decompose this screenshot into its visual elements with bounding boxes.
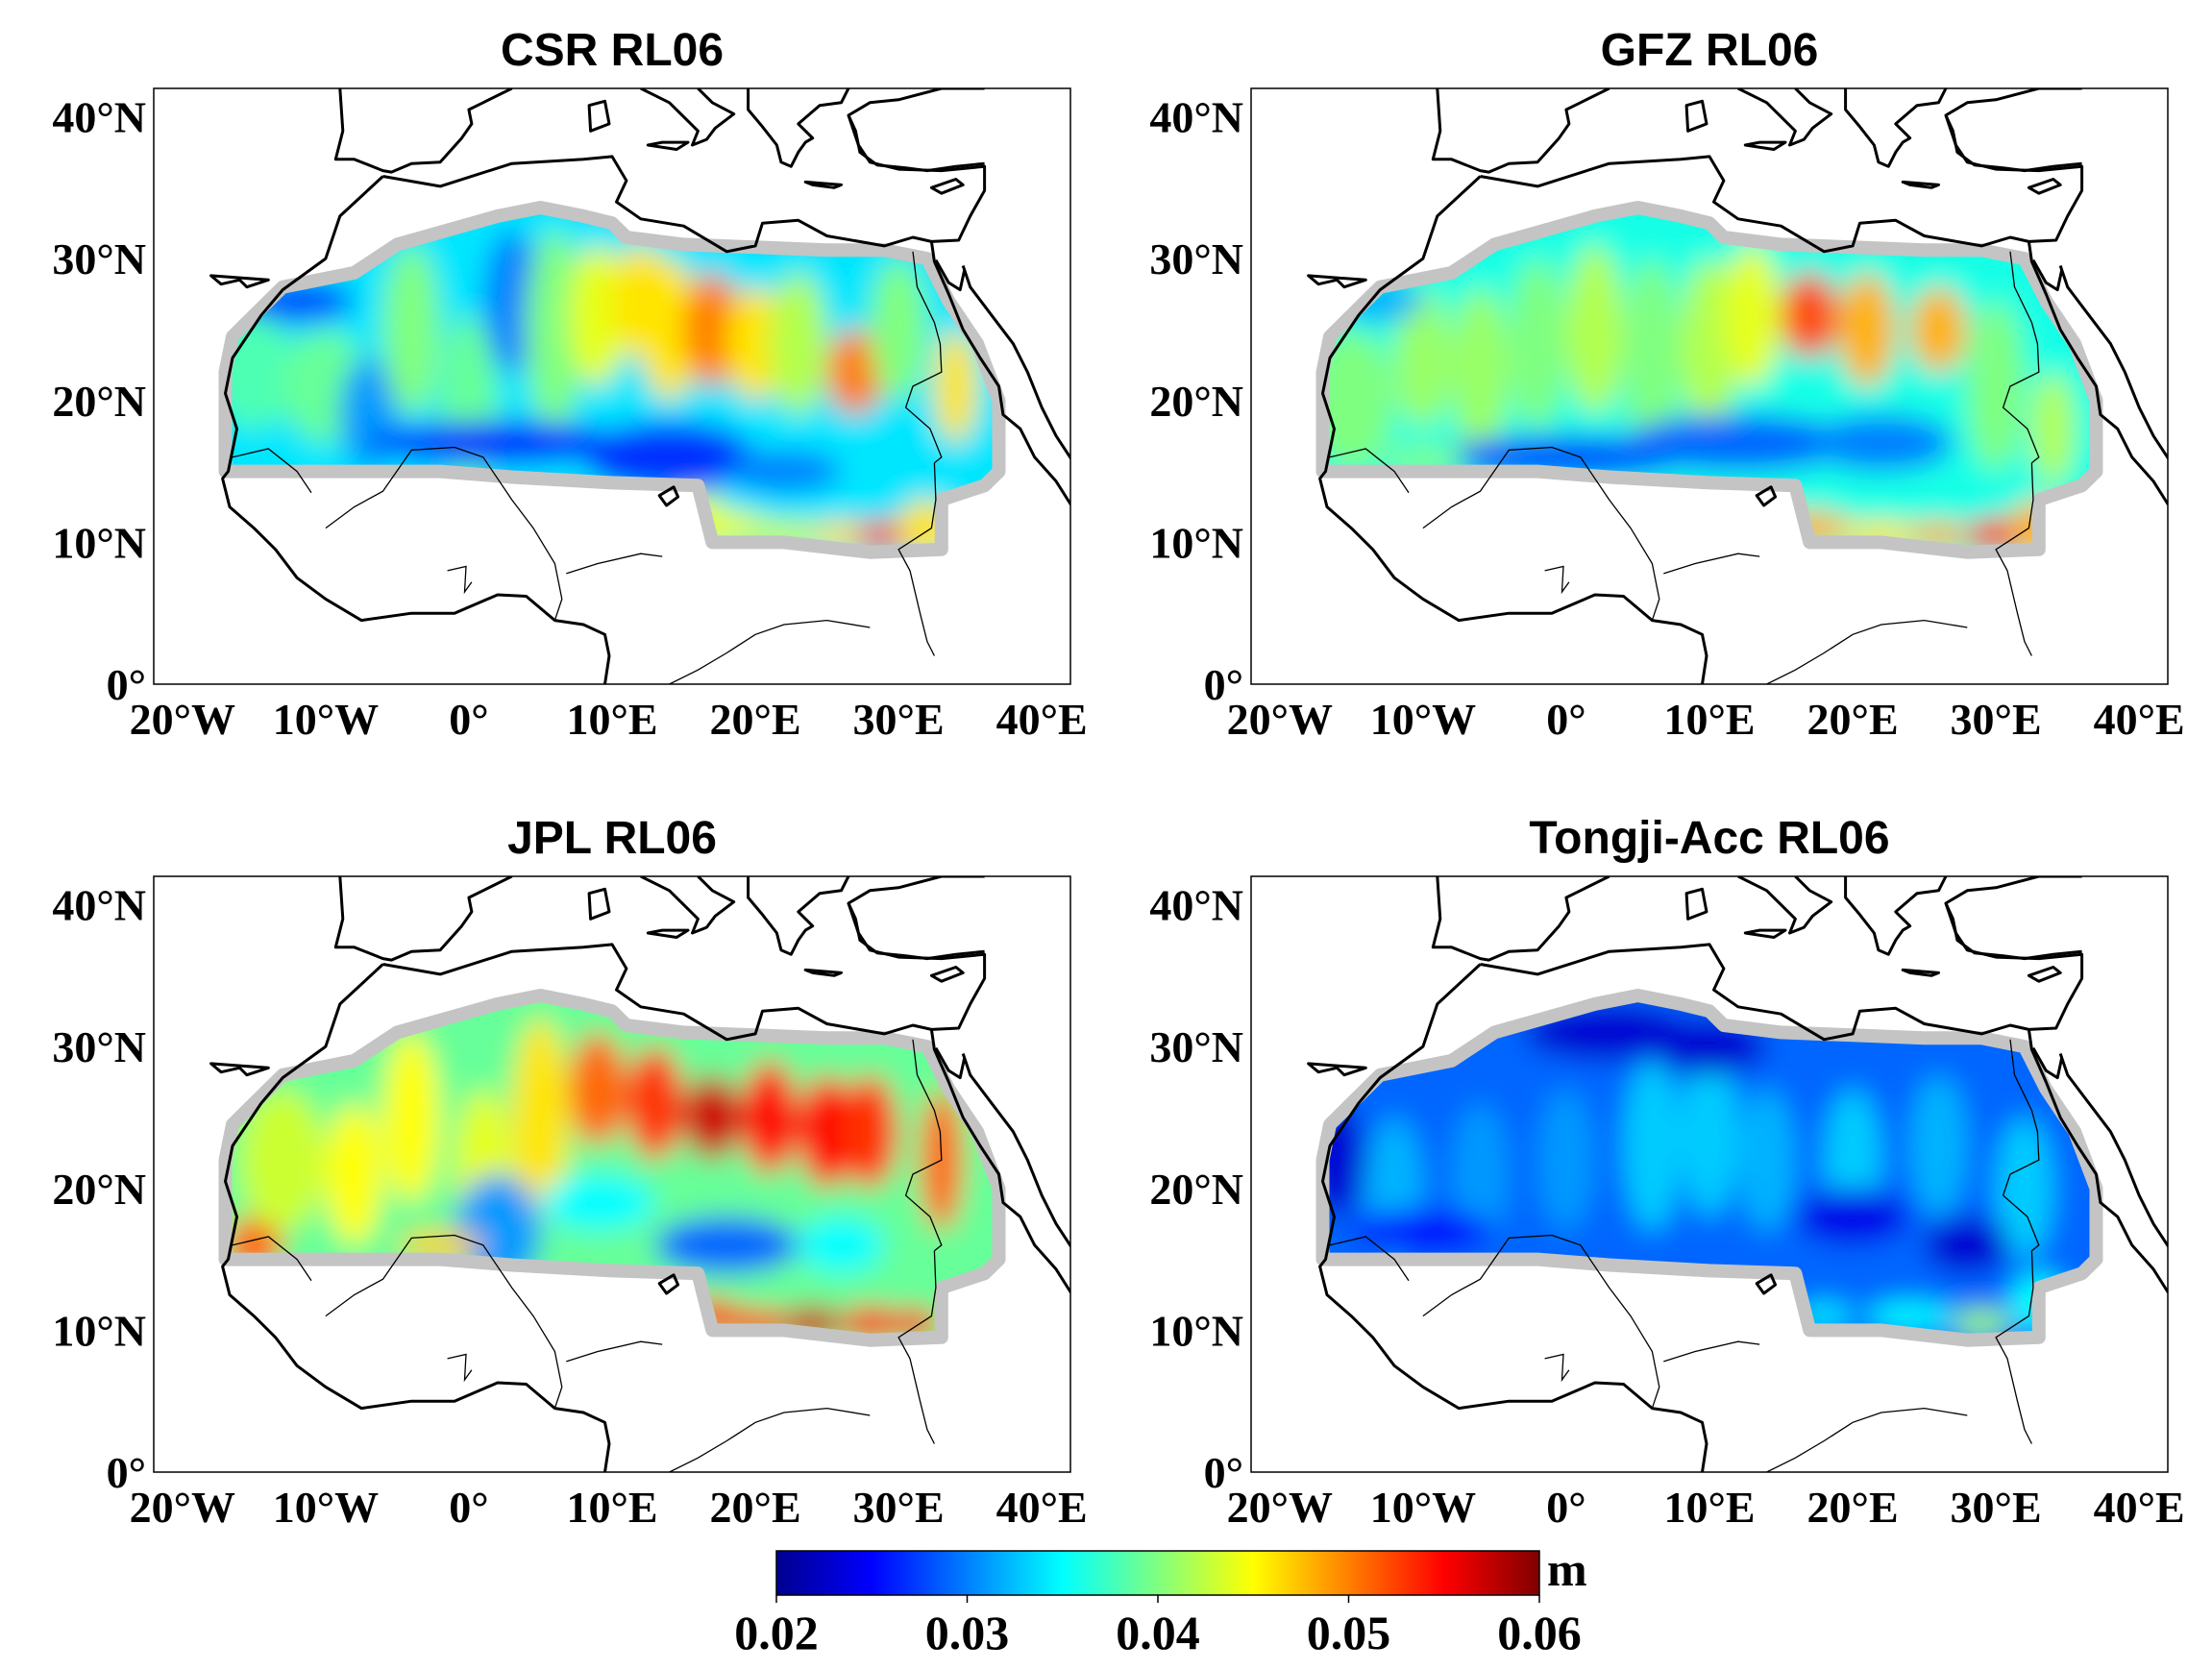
lon-tick-label: 20°E [710,695,801,744]
colorbar-tick-label: 0.03 [925,1606,1010,1659]
lon-tick-label: 20°W [130,1483,235,1532]
lat-tick-label: 30°N [52,1022,146,1071]
lon-tick-label: 40°E [996,1483,1088,1532]
lat-tick-label: 40°N [52,93,146,142]
lon-tick-label: 10°E [1663,1483,1755,1532]
lat-tick-label: 30°N [1149,234,1243,283]
lon-tick-label: 20°W [130,695,235,744]
colorbar-tick-label: 0.04 [1116,1606,1200,1659]
lon-tick-label: 0° [449,695,488,744]
lon-tick-label: 10°W [273,1483,379,1532]
lat-tick-label: 30°N [52,234,146,283]
lat-tick-label: 20°N [52,377,146,426]
lat-tick-label: 20°N [1149,377,1243,426]
plot-frame [1250,875,2169,1473]
lat-tick-label: 10°N [1149,518,1243,567]
tws-field [1322,208,2097,553]
lon-tick-label: 40°E [2094,1483,2185,1532]
plot-frame [153,875,1071,1473]
panel-gfz: GFZ RL06 0° 10°N 20°N 30°N 40°N 20°W 10°W 0° 10°… [1149,25,2185,744]
lon-tick-label: 10°E [566,695,657,744]
map-area: 0° 10°N 20°N 30°N 40°N 20°W 10°W 0° 10°E 20°E 30°E… [52,875,1088,1532]
colorbar-tick-label: 0.06 [1497,1606,1582,1659]
panel-tongji: Tongji-Acc RL06 0° 10°N 20°N 30°N 40°N 20°W 10… [1149,813,2185,1532]
lon-tick-label: 20°W [1227,695,1333,744]
lat-tick-label: 20°N [52,1165,146,1214]
lon-tick-label: 0° [1546,1483,1585,1532]
lat-tick-label: 0° [1204,660,1243,709]
colorbar-gradient [775,1550,1540,1596]
coastlines [1307,88,2168,684]
lon-tick-label: 10°W [1370,695,1476,744]
colorbar-tick-label: 0.02 [734,1606,819,1659]
panel-title: JPL RL06 [507,813,717,864]
lon-tick-label: 30°E [1951,695,2042,744]
lat-tick-label: 0° [107,1448,146,1497]
lon-tick-label: 10°E [566,1483,657,1532]
lat-tick-label: 10°N [52,518,146,567]
lat-tick-label: 30°N [1149,1022,1243,1071]
map-area: 0° 10°N 20°N 30°N 40°N 20°W 10°W 0° 10°E 20°E 30°E… [1149,875,2185,1532]
lat-tick-label: 0° [107,660,146,709]
coastlines [1307,876,2168,1472]
lon-tick-label: 10°E [1663,695,1755,744]
colorbar-ticks: 0.02 0.03 0.04 0.05 0.06 [734,1595,1582,1659]
tws-field [225,995,999,1340]
lon-tick-label: 20°E [710,1483,801,1532]
lat-tick-label: 10°N [1149,1306,1243,1355]
map-area: 0° 10°N 20°N 30°N 40°N 20°W 10°W 0° 10°E 20°E 30°E… [1149,87,2185,744]
lon-tick-label: 20°W [1227,1483,1333,1532]
panel-csr: CSR RL06 0° 10°N 20°N 30°N 40°N 20°W 10°W 0° 10°… [52,25,1088,744]
lat-tick-label: 0° [1204,1448,1243,1497]
lat-tick-label: 40°N [1149,881,1243,930]
colorbar: m 0.02 0.03 0.04 0.05 0.06 [734,1542,1586,1659]
coastlines [209,88,1070,684]
region-outline [1315,989,2103,1347]
region-outline [1315,201,2103,559]
region-outline [218,989,1006,1347]
lon-tick-label: 10°W [1370,1483,1476,1532]
lon-tick-label: 10°W [273,695,379,744]
panel-title: GFZ RL06 [1601,25,1819,76]
lon-tick-label: 20°E [1807,1483,1899,1532]
lon-tick-label: 30°E [1951,1483,2042,1532]
coastlines [209,876,1070,1472]
colorbar-tick-label: 0.05 [1307,1606,1391,1659]
lon-tick-label: 30°E [853,695,945,744]
panel-title: CSR RL06 [501,25,724,76]
tws-field [225,208,999,553]
colorbar-unit: m [1547,1542,1587,1596]
lon-tick-label: 40°E [2094,695,2185,744]
lon-tick-label: 30°E [853,1483,945,1532]
lon-tick-label: 0° [449,1483,488,1532]
lat-tick-label: 40°N [52,881,146,930]
lon-tick-label: 40°E [996,695,1088,744]
plot-frame [1250,87,2169,685]
lon-tick-label: 0° [1546,695,1585,744]
lat-tick-label: 10°N [52,1306,146,1355]
region-outline [218,201,1006,559]
lat-tick-label: 40°N [1149,93,1243,142]
panel-title: Tongji-Acc RL06 [1529,813,1889,864]
panel-jpl: JPL RL06 0° 10°N 20°N 30°N 40°N 20°W 10°W 0° 10°… [52,813,1088,1532]
tws-field [1322,995,2097,1340]
map-area: 0° 10°N 20°N 30°N 40°N 20°W 10°W 0° 10°E 20°E 30°E… [52,87,1088,744]
plot-frame [153,87,1071,685]
lon-tick-label: 20°E [1807,695,1899,744]
lat-tick-label: 20°N [1149,1165,1243,1214]
